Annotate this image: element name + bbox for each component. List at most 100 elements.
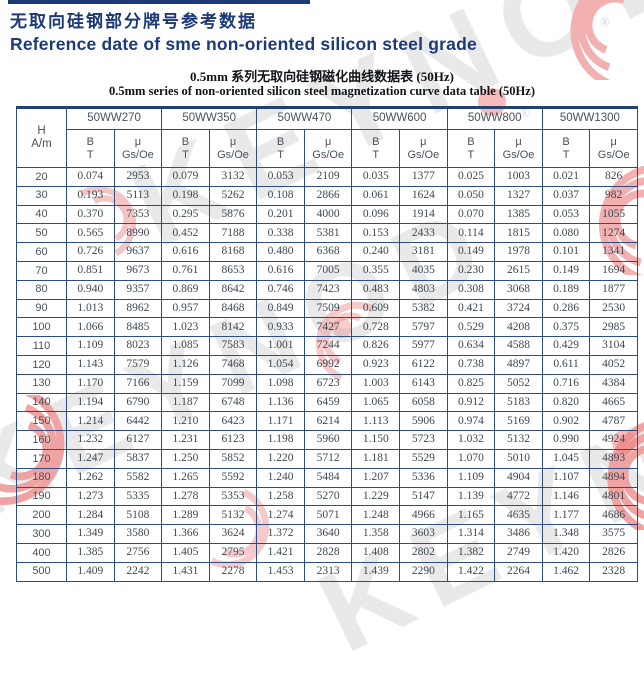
b-value-cell: 1.273 [66, 486, 115, 507]
b-value-cell: 1.113 [351, 411, 401, 432]
b-value-cell: 1.109 [446, 467, 496, 488]
b-value-cell: 1.248 [351, 505, 401, 526]
mu-value-cell: 2242 [113, 561, 163, 582]
b-value-cell: 0.565 [66, 223, 115, 244]
mu-value-cell: 4803 [399, 279, 448, 300]
mu-value-cell: 3603 [399, 524, 448, 544]
mu-value-cell: 5582 [113, 467, 163, 488]
h-value-cell: 160 [16, 430, 67, 450]
mu-value-cell: 1385 [494, 204, 543, 225]
mu-value-cell: 3181 [399, 242, 448, 262]
mu-value-cell: 5147 [399, 486, 448, 507]
b-value-cell: 0.974 [446, 411, 496, 432]
b-value-cell: 0.957 [161, 298, 210, 319]
b-value-cell: 1.439 [351, 561, 401, 582]
table-row: 150 1.214 6442 1.210 6423 1.171 6214 1.113 5906 0… [16, 411, 638, 432]
b-value-cell: 0.149 [541, 260, 591, 281]
table-subtitle-english: 0.5mm series of non-oriented silicon ste… [109, 84, 535, 98]
table-row: 140 1.194 6790 1.187 6748 1.136 6459 1.065 6058 0… [16, 392, 638, 413]
b-value-cell: 1.250 [161, 448, 210, 469]
h-value-cell: 200 [16, 505, 67, 526]
h-value-cell: 180 [16, 467, 67, 488]
mu-value-cell: 5262 [208, 185, 258, 206]
mu-value-cell: 8023 [113, 336, 163, 356]
b-value-cell: 1.207 [351, 467, 401, 488]
mu-value-cell: 4787 [589, 411, 638, 432]
mu-value-cell: 5852 [208, 448, 258, 469]
mu-value-cell: 7166 [113, 373, 163, 394]
table-row: 60 0.726 9637 0.616 8168 0.480 6368 0.240 3181 0.… [16, 242, 638, 262]
b-value-cell: 0.761 [161, 260, 210, 281]
b-value-cell: 1.348 [541, 524, 591, 544]
grade-header-50ww1300: 50WW1300 [541, 107, 639, 130]
mu-value-cell: 4772 [494, 486, 543, 507]
mu-value-cell: 7244 [303, 336, 353, 356]
b-value-cell: 1.139 [446, 486, 496, 507]
b-value-cell: 1.146 [541, 486, 591, 507]
b-value-cell: 1.265 [161, 467, 210, 488]
b-value-cell: 0.153 [351, 223, 401, 244]
mu-value-cell: 2264 [494, 561, 543, 582]
mu-value-cell: 1978 [494, 242, 543, 262]
b-value-cell: 0.452 [161, 223, 210, 244]
mu-value-cell: 4893 [589, 448, 638, 469]
mu-value-cell: 1055 [589, 204, 638, 225]
mu-value-cell: 1815 [494, 223, 543, 244]
mu-value-cell: 6442 [113, 411, 163, 432]
mu-value-cell: 1274 [589, 223, 638, 244]
mu-value-cell: 6058 [399, 392, 448, 413]
mu-value-cell: 1914 [399, 204, 448, 225]
table-row: 300 1.349 3580 1.366 3624 1.372 3640 1.358 3603 1… [16, 524, 638, 544]
b-value-cell: 0.738 [446, 354, 496, 375]
mu-value-cell: 5108 [113, 505, 163, 526]
mu-value-cell: 982 [589, 185, 638, 206]
b-value-cell: 1.187 [161, 392, 210, 413]
table-row: 90 1.013 8962 0.957 8468 0.849 7509 0.609 5382 0.… [16, 298, 638, 319]
b-value-cell: 0.923 [351, 354, 401, 375]
mu-value-cell: 1877 [589, 279, 638, 300]
mu-value-cell: 8990 [113, 223, 163, 244]
b-value-cell: 0.053 [256, 167, 305, 187]
b-value-cell: 1.070 [446, 448, 496, 469]
mu-value-cell: 3624 [208, 524, 258, 544]
b-value-cell: 1.003 [351, 373, 401, 394]
mu-value-cell: 4035 [399, 260, 448, 281]
grade-header-50ww350: 50WW350 [161, 107, 258, 130]
b-value-cell: 0.421 [446, 298, 496, 319]
b-value-cell: 1.181 [351, 448, 401, 469]
table-row: 20 0.074 2953 0.079 3132 0.053 2109 0.035 1377 0.… [16, 167, 638, 187]
b-value-cell: 0.295 [161, 204, 210, 225]
mu-value-cell: 5113 [113, 185, 163, 206]
mu-value-cell: 2953 [113, 167, 163, 187]
h-value-cell: 60 [16, 242, 67, 262]
b-value-cell: 1.314 [446, 524, 496, 544]
h-column-header: H A/m [16, 107, 67, 168]
table-row: 70 0.851 9673 0.761 8653 0.616 7005 0.355 4035 0.… [16, 260, 638, 281]
mu-value-cell: 7579 [113, 354, 163, 375]
b-value-cell: 0.529 [446, 317, 496, 338]
mu-value-cell: 7353 [113, 204, 163, 225]
registered-mark-icon: ® [600, 14, 610, 29]
b-value-cell: 0.728 [351, 317, 401, 338]
mu-value-cell: 7099 [208, 373, 258, 394]
mu-value-cell: 4897 [494, 354, 543, 375]
b-value-cell: 1.177 [541, 505, 591, 526]
mu-value-cell: 4384 [589, 373, 638, 394]
h-value-cell: 50 [16, 223, 67, 244]
mu-value-cell: 4665 [589, 392, 638, 413]
b-value-cell: 0.429 [541, 336, 591, 356]
b-value-cell: 0.370 [66, 204, 115, 225]
mu-value-cell: 3132 [208, 167, 258, 187]
table-head: H A/m 50WW270 50WW350 50WW470 50WW600 50WW800 5… [16, 107, 639, 168]
b-value-cell: 1.136 [256, 392, 305, 413]
b-value-cell: 1.098 [256, 373, 305, 394]
mu-value-cell: 4904 [494, 467, 543, 488]
mu-value-cell: 3104 [589, 336, 638, 356]
page-title-english: Reference date of sme non-oriented silic… [10, 34, 477, 54]
b-value-cell: 0.074 [66, 167, 115, 187]
mu-value-cell: 7468 [208, 354, 258, 375]
b-value-cell: 0.108 [256, 185, 305, 206]
